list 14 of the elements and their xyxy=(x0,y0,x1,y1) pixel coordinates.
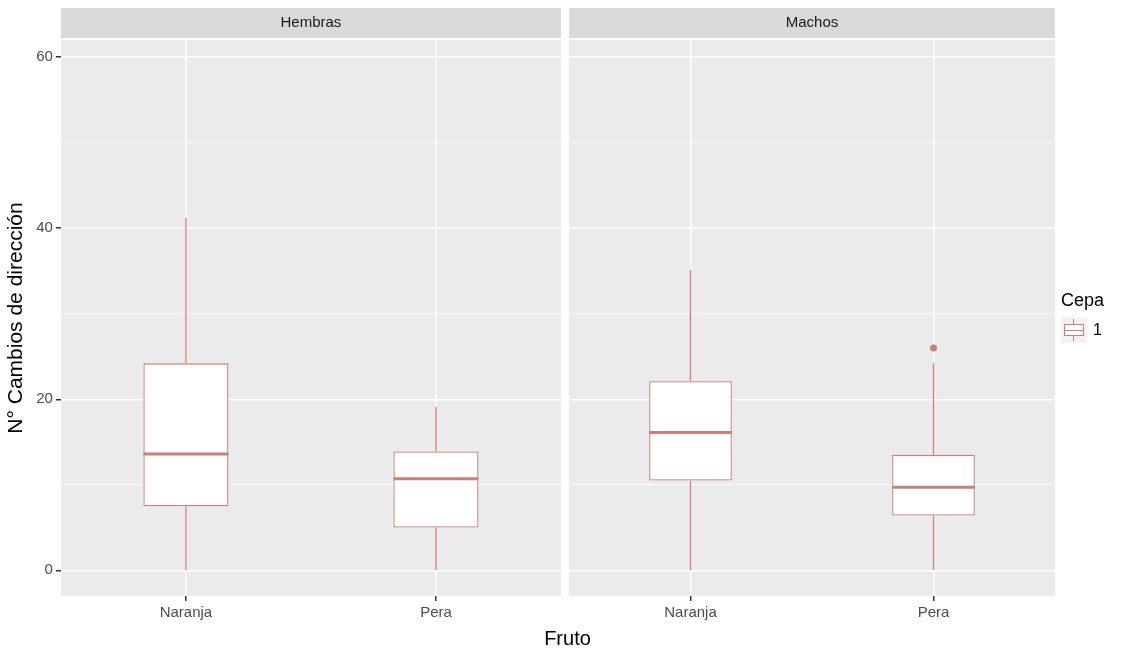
y-tick-label: 60 xyxy=(36,47,53,65)
y-tick-label: 20 xyxy=(36,389,53,407)
y-tick-label: 0 xyxy=(44,560,53,578)
y-tick-label: 40 xyxy=(36,218,53,236)
chart-title: Machos xyxy=(785,13,839,31)
x-axis-title: Fruto xyxy=(543,627,592,650)
x-tick-label: Naranja xyxy=(664,603,718,621)
legend-title: Cepa xyxy=(1061,290,1106,311)
x-tick-label: Naranja xyxy=(159,603,213,621)
y-axis-title: N° Cambios de dirección xyxy=(3,202,27,434)
x-tick-label: Pera xyxy=(420,603,453,621)
legend-label: 1 xyxy=(1093,321,1102,339)
x-tick-label: Pera xyxy=(917,603,950,621)
chart-title: Hembras xyxy=(280,13,342,31)
